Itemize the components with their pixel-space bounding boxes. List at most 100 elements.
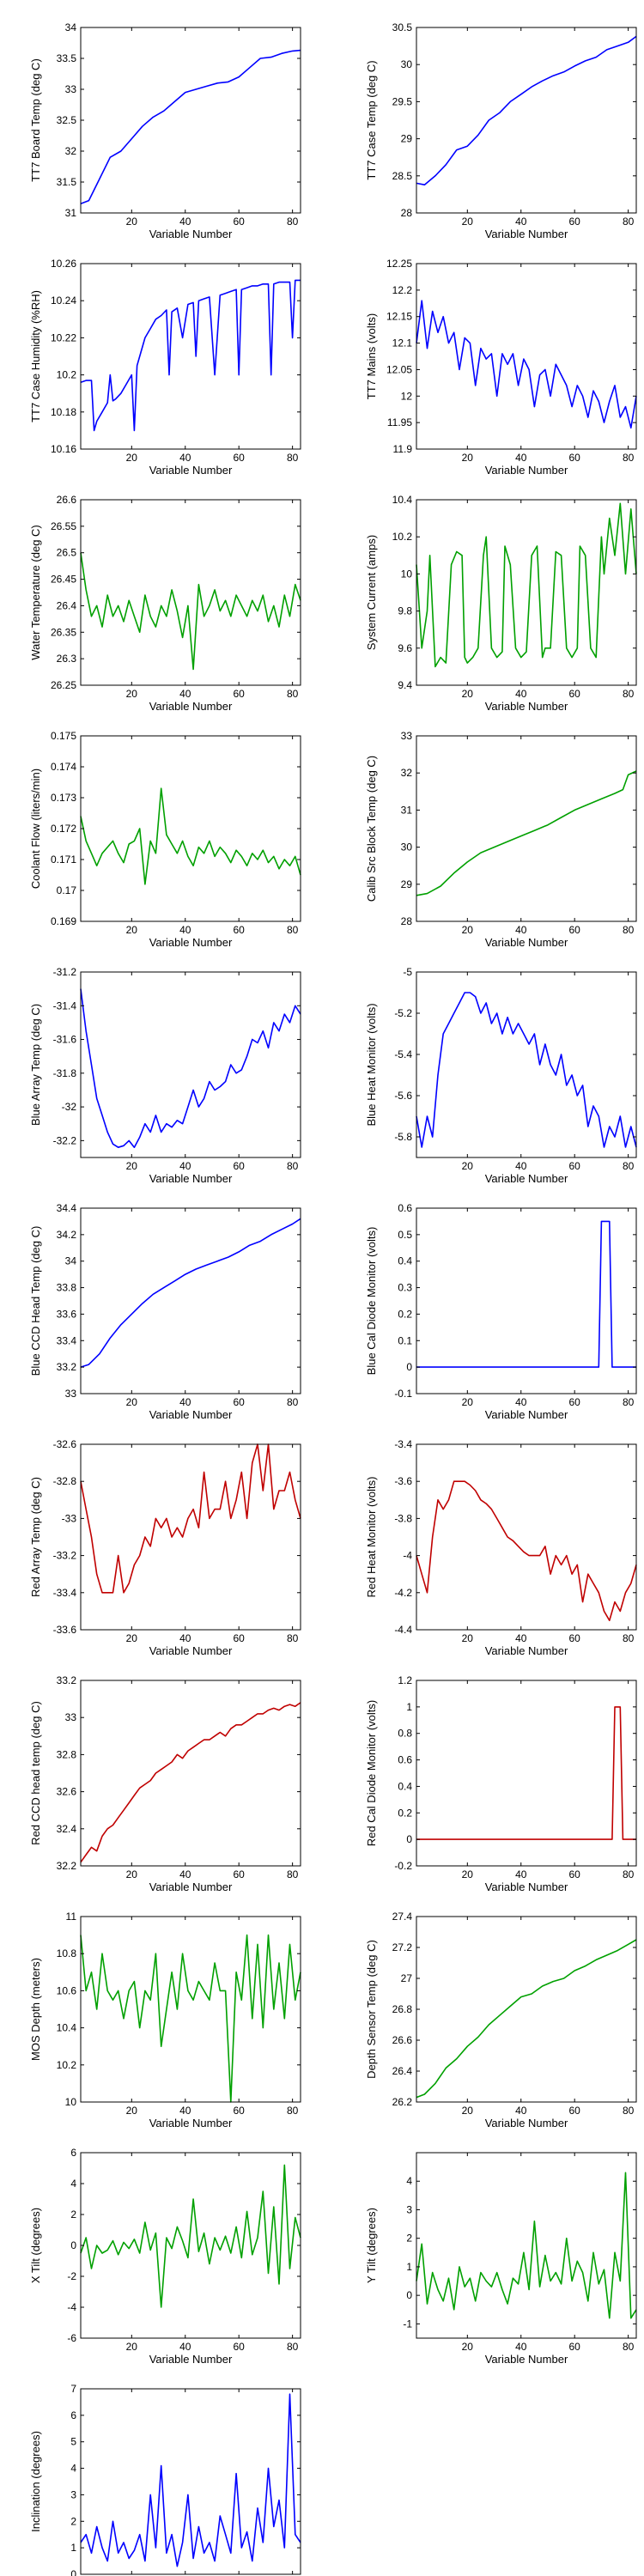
y-tick-label: 34 — [65, 1255, 77, 1267]
y-tick-label: 10.16 — [51, 443, 76, 455]
x-axis-label: Variable Number — [485, 1408, 568, 1421]
y-tick-label: -31.8 — [53, 1067, 77, 1079]
y-tick-label: 30 — [401, 58, 413, 70]
y-tick-label: 32 — [401, 767, 413, 779]
x-tick-label: 20 — [462, 216, 474, 228]
y-tick-label: 12.25 — [386, 258, 412, 270]
y-tick-label: -5.2 — [394, 1007, 412, 1019]
y-tick-label: 10.18 — [51, 406, 76, 418]
y-tick-label: 32.6 — [57, 1786, 77, 1798]
x-axis-label: Variable Number — [149, 1880, 233, 1893]
y-tick-label: 10.8 — [57, 1947, 77, 1959]
y-tick-label: 30.5 — [392, 21, 413, 33]
series-line — [416, 300, 637, 429]
y-tick-label: 26.2 — [392, 2096, 413, 2108]
x-axis-label: Variable Number — [485, 228, 568, 240]
axes-frame — [80, 971, 301, 1158]
chart-7: 20 40 60 80 0.169 0.17 0.171 0.172 0.173 0.174 0.1… — [29, 730, 301, 949]
y-tick-label: -31.4 — [53, 999, 77, 1012]
y-axis-label: Red Array Temp (deg C) — [29, 1477, 42, 1597]
x-tick-label: 60 — [234, 452, 246, 464]
y-tick-label: 0.171 — [51, 854, 76, 866]
series-line — [80, 2393, 301, 2567]
x-axis-label: Variable Number — [485, 464, 568, 477]
x-tick-label: 40 — [515, 2105, 527, 2117]
y-tick-label: -3.4 — [394, 1438, 412, 1450]
y-axis-label: Blue Cal Diode Monitor (volts) — [365, 1227, 378, 1376]
y-tick-label: -5 — [403, 966, 412, 978]
y-tick-label: 10.2 — [57, 2059, 77, 2071]
y-tick-label: 0.8 — [398, 1728, 412, 1740]
y-axis-label: Blue Heat Monitor (volts) — [365, 1003, 378, 1126]
y-tick-label: 26.5 — [57, 547, 77, 559]
y-tick-label: 32.8 — [57, 1748, 77, 1760]
series-line — [80, 2164, 301, 2308]
series-line — [80, 1218, 301, 1368]
y-tick-label: 33 — [65, 1711, 77, 1723]
y-tick-label: 7 — [70, 2383, 76, 2395]
x-tick-label: 80 — [623, 1632, 635, 1644]
y-tick-label: 33.6 — [57, 1308, 77, 1320]
y-tick-label: 1 — [406, 2261, 412, 2273]
chart-12: 20 40 60 80 -0.1 0 0.1 0.2 0.3 0.4 0.5 0.6 Variable … — [365, 1202, 637, 1421]
y-tick-label: 6 — [70, 2409, 76, 2421]
x-tick-label: 40 — [515, 1632, 527, 1644]
y-tick-label: 0.6 — [398, 1754, 412, 1766]
series-line — [80, 49, 301, 204]
y-tick-label: 0 — [406, 1833, 412, 1845]
y-tick-label: 4 — [406, 2175, 412, 2187]
x-tick-label: 60 — [569, 216, 581, 228]
y-tick-label: 34.2 — [57, 1229, 77, 1241]
x-tick-label: 20 — [462, 924, 474, 936]
y-tick-label: 0.3 — [398, 1282, 412, 1294]
x-tick-label: 20 — [462, 688, 474, 700]
y-tick-label: 27.2 — [392, 1941, 413, 1953]
axes-frame — [80, 1443, 301, 1631]
y-tick-label: 33.2 — [57, 1361, 77, 1373]
chart-11: 20 40 60 80 33 33.2 33.4 33.6 33.8 34 34.2 34.4 Vari… — [29, 1202, 301, 1421]
y-tick-label: -2 — [67, 2270, 76, 2282]
x-axis-label: Variable Number — [149, 2117, 233, 2129]
y-tick-label: 9.8 — [398, 605, 412, 617]
x-tick-label: 40 — [179, 924, 191, 936]
y-tick-label: 5 — [70, 2436, 76, 2448]
y-tick-label: 11.95 — [387, 416, 412, 428]
y-tick-label: 0.173 — [51, 792, 76, 804]
axes-frame — [416, 1207, 637, 1394]
series-line — [416, 1480, 637, 1621]
x-tick-label: 40 — [515, 2341, 527, 2353]
y-tick-label: 11.9 — [393, 443, 413, 455]
y-tick-label: 33 — [401, 730, 413, 742]
x-tick-label: 40 — [179, 1632, 191, 1644]
y-tick-label: 26.25 — [51, 679, 76, 691]
y-tick-label: 33.4 — [57, 1334, 77, 1346]
x-tick-label: 20 — [462, 1160, 474, 1172]
x-tick-label: 40 — [515, 1396, 527, 1408]
x-tick-label: 60 — [234, 1868, 246, 1880]
x-tick-label: 80 — [623, 2341, 635, 2353]
series-line — [80, 1934, 301, 2103]
y-tick-label: -33.6 — [53, 1624, 77, 1636]
chart-8: 20 40 60 80 28 29 30 31 32 33 Variable Number Calib… — [365, 730, 637, 949]
series-line — [416, 1939, 637, 2099]
y-tick-label: -5.8 — [394, 1131, 412, 1143]
y-tick-label: 29 — [401, 133, 413, 145]
series-line — [416, 992, 637, 1148]
y-axis-label: System Current (amps) — [365, 535, 378, 650]
y-tick-label: -33 — [62, 1512, 77, 1524]
x-axis-label: Variable Number — [149, 936, 233, 949]
y-tick-label: 3 — [406, 2203, 412, 2215]
x-tick-label: 60 — [234, 924, 246, 936]
y-tick-label: -0.2 — [394, 1860, 412, 1872]
series-line — [80, 1443, 301, 1594]
y-tick-label: 0.4 — [398, 1255, 412, 1267]
y-tick-label: 0 — [406, 1361, 412, 1373]
x-tick-label: 80 — [287, 1160, 299, 1172]
axes-frame — [80, 1207, 301, 1394]
x-tick-label: 40 — [179, 1868, 191, 1880]
chart-5: 20 40 60 80 26.25 26.3 26.35 26.4 26.45 26.5 26.55… — [29, 494, 301, 713]
x-axis-label: Variable Number — [149, 1172, 233, 1185]
x-tick-label: 20 — [462, 452, 474, 464]
series-line — [416, 770, 637, 896]
axes-frame — [80, 735, 301, 922]
